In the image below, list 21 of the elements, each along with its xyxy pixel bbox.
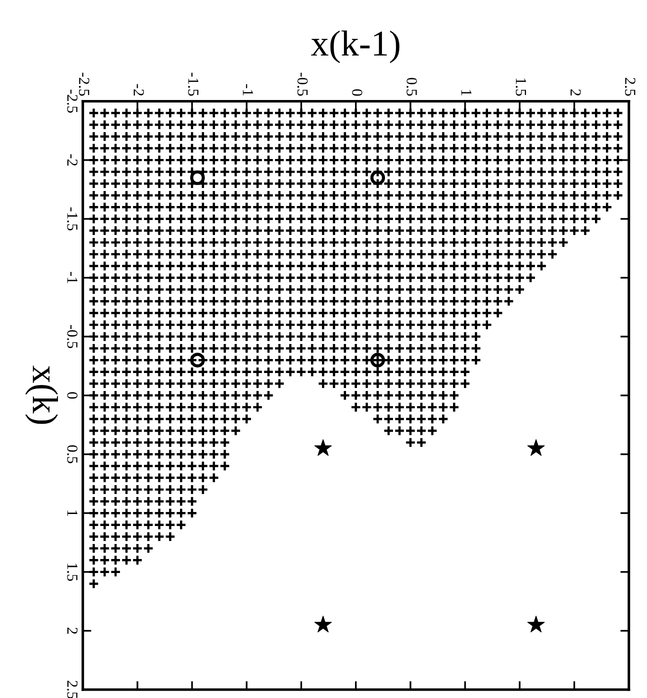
- y-tick-label: -0.5: [67, 325, 78, 348]
- y-tick-label: -2: [67, 154, 78, 166]
- y-tick-label: 0.5: [67, 445, 78, 464]
- y-tick-label: 1.5: [67, 564, 78, 581]
- y-tick-label: -1: [67, 272, 78, 284]
- x-axis-title: x(k-1): [311, 30, 400, 64]
- y-tick-label: 2: [67, 628, 78, 634]
- x-tick-label: 2.5: [624, 78, 636, 96]
- y-axis-title: x(k): [25, 366, 58, 424]
- x-tick-label: 0.5: [406, 78, 417, 96]
- y-tick-label: -1.5: [67, 207, 78, 230]
- x-tick-label: -1.5: [188, 72, 198, 96]
- x-tick-label: 0: [352, 89, 362, 96]
- x-tick-label: 1.5: [516, 78, 526, 96]
- x-tick-label: 2: [570, 89, 581, 96]
- x-tick-label: -2: [134, 84, 144, 96]
- y-tick-label: 1: [67, 510, 78, 516]
- y-tick-label: 0: [67, 392, 78, 399]
- x-tick-label: -1: [242, 84, 254, 96]
- x-tick-label: -0.5: [297, 72, 308, 96]
- x-tick-label: 1: [461, 90, 472, 96]
